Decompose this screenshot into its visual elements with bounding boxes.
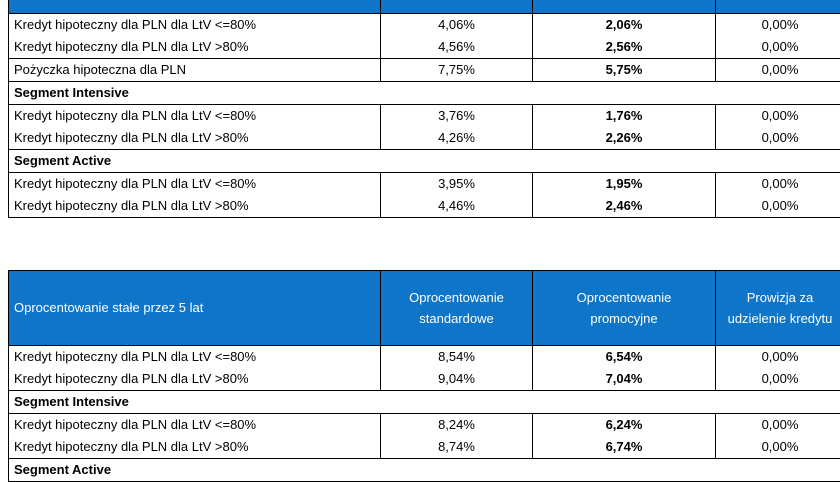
header-promo-line1: Oprocentowanie <box>577 290 672 305</box>
segment-label: Segment Intensive <box>9 82 716 105</box>
table-row: Kredyt hipoteczny dla PLN dla LtV >80%9,… <box>9 368 840 391</box>
segment-row: Segment Active <box>9 150 840 173</box>
table-row: Kredyt hipoteczny dla PLN dla LtV >80%4,… <box>9 195 840 218</box>
fee-cell: 0,00% <box>716 14 840 37</box>
standard-rate-cell: 3,76% <box>381 105 533 128</box>
fee-cell: 0,00% <box>716 127 840 150</box>
header-cell-title <box>9 0 381 14</box>
product-cell: Pożyczka hipoteczna dla PLN <box>9 59 381 82</box>
standard-rate-cell: 8,74% <box>381 436 533 459</box>
header-title: Oprocentowanie stałe przez 5 lat <box>14 300 203 315</box>
product-cell: Kredyt hipoteczny dla PLN dla LtV >80% <box>9 436 381 459</box>
segment-filler-cell <box>716 82 840 105</box>
table-header-row <box>9 0 840 14</box>
segment-row: Segment Intensive <box>9 82 840 105</box>
product-cell: Kredyt hipoteczny dla PLN dla LtV >80% <box>9 36 381 59</box>
table-row: Kredyt hipoteczny dla PLN dla LtV >80%8,… <box>9 436 840 459</box>
header-cell-standard <box>381 0 533 14</box>
product-cell: Kredyt hipoteczny dla PLN dla LtV >80% <box>9 195 381 218</box>
standard-rate-cell: 9,04% <box>381 368 533 391</box>
standard-rate-cell: 4,06% <box>381 14 533 37</box>
promo-rate-cell: 2,56% <box>533 36 716 59</box>
fee-cell: 0,00% <box>716 59 840 82</box>
table-body: Kredyt hipoteczny dla PLN dla LtV <=80%8… <box>9 346 840 482</box>
promo-rate-cell: 5,75% <box>533 59 716 82</box>
header-standard-line1: Oprocentowanie <box>409 290 504 305</box>
fee-cell: 0,00% <box>716 414 840 437</box>
rates-table-fixed-5y: Oprocentowanie stałe przez 5 lat Oprocen… <box>8 270 840 482</box>
segment-label: Segment Intensive <box>9 391 716 414</box>
header-cell-title: Oprocentowanie stałe przez 5 lat <box>9 271 381 346</box>
standard-rate-cell: 7,75% <box>381 59 533 82</box>
product-cell: Kredyt hipoteczny dla PLN dla LtV >80% <box>9 368 381 391</box>
header-cell-fee: Prowizja za udzielenie kredytu <box>716 271 840 346</box>
promo-rate-cell: 1,95% <box>533 173 716 196</box>
table-row: Kredyt hipoteczny dla PLN dla LtV <=80%4… <box>9 14 840 37</box>
product-cell: Kredyt hipoteczny dla PLN dla LtV <=80% <box>9 105 381 128</box>
standard-rate-cell: 8,24% <box>381 414 533 437</box>
table-body: Kredyt hipoteczny dla PLN dla LtV <=80%4… <box>9 14 840 218</box>
segment-label: Segment Active <box>9 459 716 482</box>
header-fee-line2: udzielenie kredytu <box>728 311 833 326</box>
standard-rate-cell: 8,54% <box>381 346 533 369</box>
promo-rate-cell: 6,24% <box>533 414 716 437</box>
header-fee-line1: Prowizja za <box>747 290 813 305</box>
product-cell: Kredyt hipoteczny dla PLN dla LtV <=80% <box>9 14 381 37</box>
header-cell-fee <box>716 0 840 14</box>
product-cell: Kredyt hipoteczny dla PLN dla LtV <=80% <box>9 414 381 437</box>
table-row: Kredyt hipoteczny dla PLN dla LtV <=80%3… <box>9 105 840 128</box>
segment-row: Segment Active <box>9 459 840 482</box>
table-row: Kredyt hipoteczny dla PLN dla LtV <=80%8… <box>9 414 840 437</box>
segment-label: Segment Active <box>9 150 716 173</box>
table-row: Kredyt hipoteczny dla PLN dla LtV <=80%8… <box>9 346 840 369</box>
fee-cell: 0,00% <box>716 368 840 391</box>
product-cell: Kredyt hipoteczny dla PLN dla LtV <=80% <box>9 173 381 196</box>
segment-row: Segment Intensive <box>9 391 840 414</box>
fee-cell: 0,00% <box>716 346 840 369</box>
header-cell-standard: Oprocentowanie standardowe <box>381 271 533 346</box>
fee-cell: 0,00% <box>716 36 840 59</box>
fee-cell: 0,00% <box>716 105 840 128</box>
standard-rate-cell: 4,56% <box>381 36 533 59</box>
header-cell-promo: Oprocentowanie promocyjne <box>533 271 716 346</box>
standard-rate-cell: 3,95% <box>381 173 533 196</box>
promo-rate-cell: 1,76% <box>533 105 716 128</box>
promo-rate-cell: 2,26% <box>533 127 716 150</box>
table-row: Kredyt hipoteczny dla PLN dla LtV >80%4,… <box>9 127 840 150</box>
header-standard-line2: standardowe <box>419 311 493 326</box>
segment-filler-cell <box>716 150 840 173</box>
table-row: Kredyt hipoteczny dla PLN dla LtV <=80%3… <box>9 173 840 196</box>
product-cell: Kredyt hipoteczny dla PLN dla LtV <=80% <box>9 346 381 369</box>
promo-rate-cell: 7,04% <box>533 368 716 391</box>
segment-filler-cell <box>716 391 840 414</box>
rates-table-variable: Kredyt hipoteczny dla PLN dla LtV <=80%4… <box>8 0 840 218</box>
fee-cell: 0,00% <box>716 173 840 196</box>
header-promo-line2: promocyjne <box>590 311 657 326</box>
promo-rate-cell: 6,54% <box>533 346 716 369</box>
fee-cell: 0,00% <box>716 436 840 459</box>
promo-rate-cell: 2,46% <box>533 195 716 218</box>
table-header-row: Oprocentowanie stałe przez 5 lat Oprocen… <box>9 271 840 346</box>
promo-rate-cell: 6,74% <box>533 436 716 459</box>
table-row: Kredyt hipoteczny dla PLN dla LtV >80%4,… <box>9 36 840 59</box>
product-cell: Kredyt hipoteczny dla PLN dla LtV >80% <box>9 127 381 150</box>
fee-cell: 0,00% <box>716 195 840 218</box>
promo-rate-cell: 2,06% <box>533 14 716 37</box>
segment-filler-cell <box>716 459 840 482</box>
standard-rate-cell: 4,26% <box>381 127 533 150</box>
header-cell-promo <box>533 0 716 14</box>
standard-rate-cell: 4,46% <box>381 195 533 218</box>
